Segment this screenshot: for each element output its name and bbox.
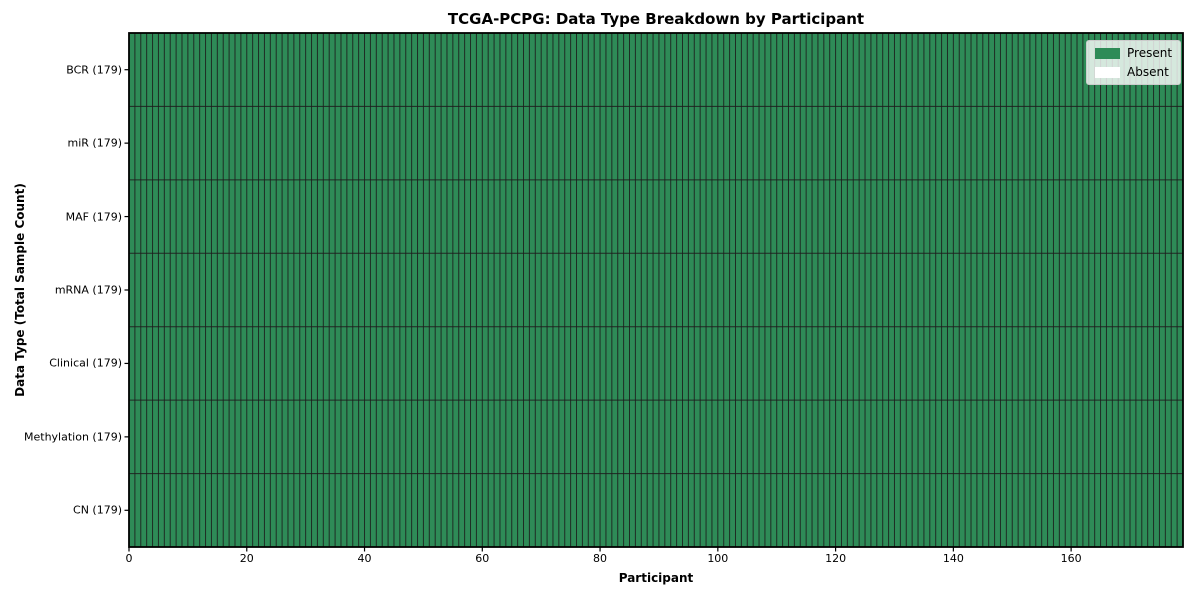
x-tick-label: 0 (125, 552, 133, 565)
legend-label-absent: Absent (1127, 65, 1169, 79)
x-tick-label: 140 (942, 552, 964, 565)
y-tick-label: miR (179) (67, 136, 123, 150)
y-axis-label: Data Type (Total Sample Count) (13, 183, 27, 397)
x-tick-label: 20 (239, 552, 254, 565)
y-tick-label: Methylation (179) (24, 430, 122, 444)
legend-swatch-present-icon (1095, 47, 1120, 59)
legend-swatch-absent-icon (1095, 66, 1120, 78)
x-tick-label: 80 (593, 552, 608, 565)
x-axis-label: Participant (618, 571, 694, 585)
legend: Present Absent (1086, 40, 1182, 85)
legend-label-present: Present (1127, 46, 1173, 60)
x-tick-label: 100 (707, 552, 729, 565)
legend-entry-present: Present (1095, 46, 1172, 60)
x-tick-label: 40 (357, 552, 372, 565)
legend-entry-absent: Absent (1095, 65, 1172, 79)
y-tick-label: mRNA (179) (54, 283, 122, 297)
y-tick-label: BCR (179) (66, 63, 122, 77)
y-tick-label: CN (179) (73, 503, 122, 517)
y-tick-label: Clinical (179) (49, 356, 122, 370)
y-tick-label: MAF (179) (65, 210, 122, 224)
x-tick-label: 60 (475, 552, 490, 565)
x-tick-label: 120 (825, 552, 847, 565)
chart-title: TCGA-PCPG: Data Type Breakdown by Partic… (447, 10, 865, 28)
x-tick-label: 160 (1060, 552, 1082, 565)
